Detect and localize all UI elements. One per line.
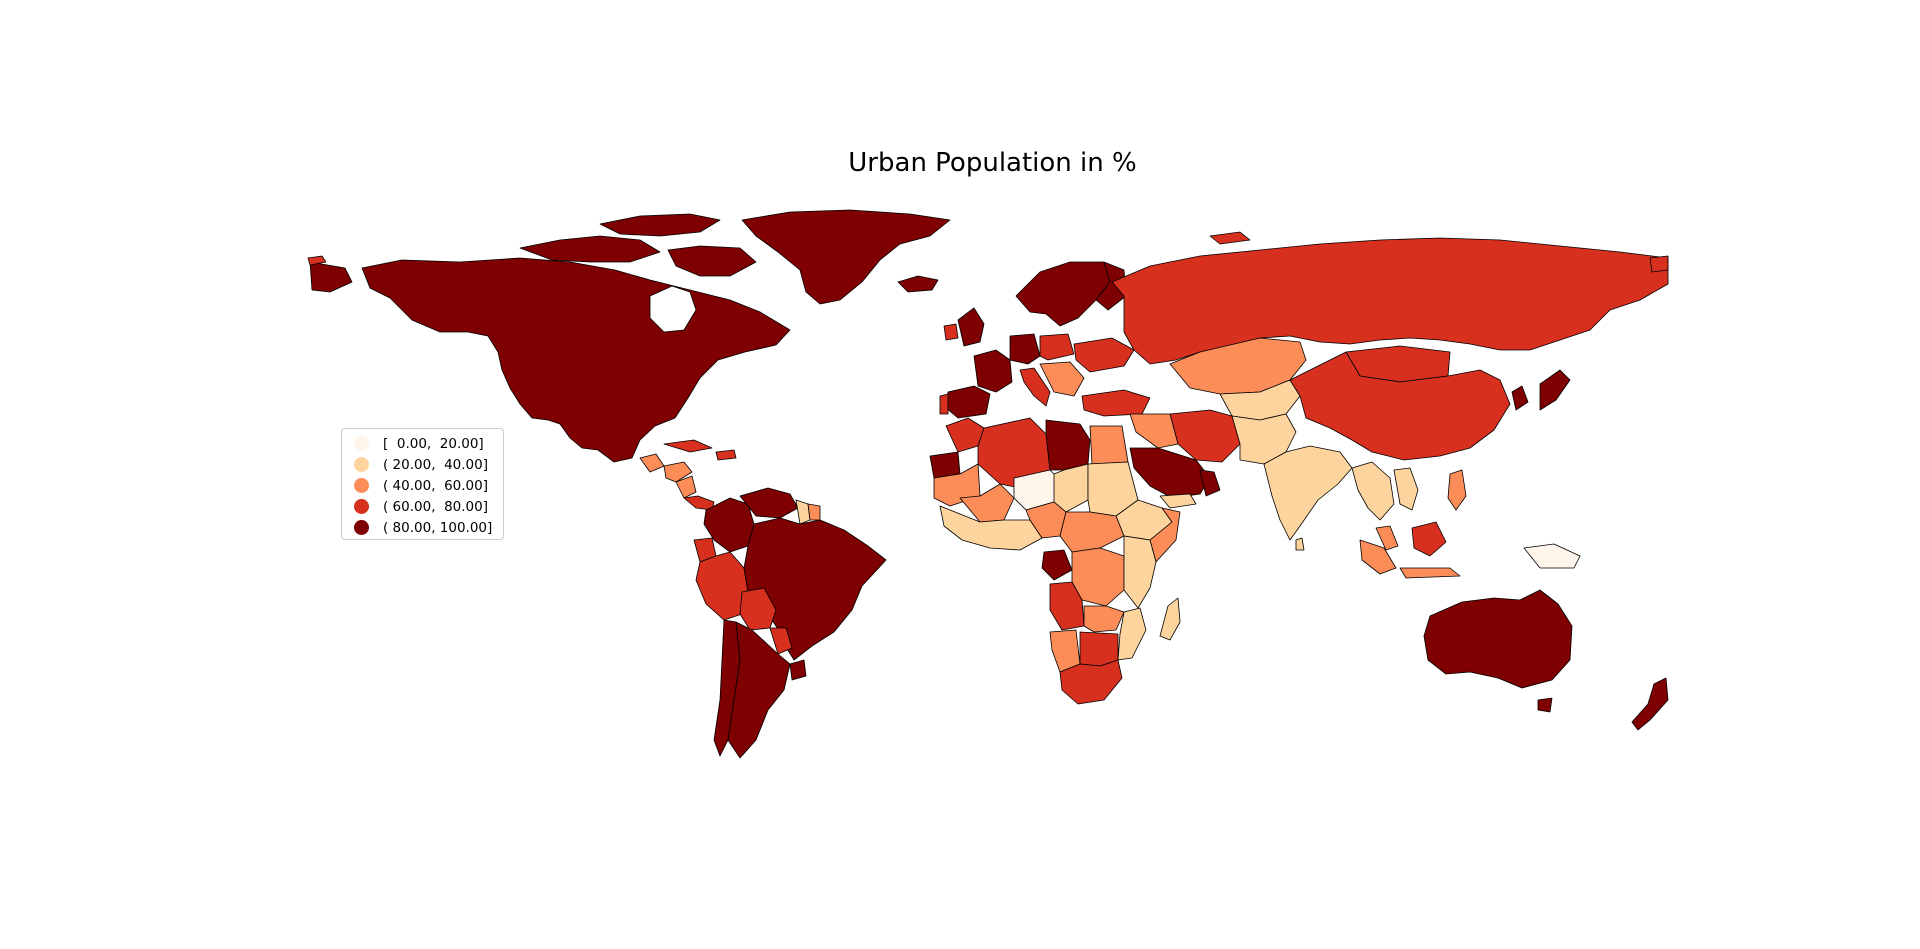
legend-label-3: ( 60.00, 80.00] [383,498,488,515]
region-borneo [1411,521,1447,557]
map-title: Urban Population in % [848,148,1137,178]
region-costa-rica-panama [683,495,715,511]
legend: [ 0.00, 20.00] ( 20.00, 40.00] ( 40.00, … [341,428,504,540]
region-malaysia [1375,525,1399,551]
region-sri-lanka [1295,537,1305,551]
region-new-guinea [1523,543,1581,569]
region-hispaniola [715,449,737,461]
region-nicaragua [675,475,697,499]
legend-swatch-4 [354,520,369,535]
region-indonesia [1359,539,1461,579]
region-italy [1019,367,1051,407]
region-philippines [1447,469,1467,511]
region-suriname [807,503,821,521]
region-western-sahara [929,451,961,479]
region-russia [1111,237,1669,365]
region-uk [957,307,985,347]
region-portugal [939,393,949,415]
region-brazil [743,517,887,661]
region-india [1263,445,1353,541]
region-argentina [727,621,791,759]
region-egypt [1089,425,1129,465]
region-kazakhstan [1169,337,1307,395]
region-new-zealand [1631,677,1669,731]
region-yemen [1159,493,1197,509]
region-guyana [795,499,811,525]
region-russia-east-edge [1649,255,1669,273]
legend-swatch-3 [354,499,369,514]
legend-item: [ 0.00, 20.00] [342,433,503,454]
legend-item: ( 60.00, 80.00] [342,496,503,517]
region-germany [1009,333,1041,365]
region-honduras [663,461,693,483]
legend-swatch-2 [354,478,369,493]
region-south-africa [1059,659,1123,705]
region-arctic-islands-1 [519,235,661,263]
region-arctic-islands-2 [599,213,721,237]
region-madagascar [1159,597,1181,641]
region-hudson-bay [649,285,697,333]
region-mozambique [1117,607,1147,661]
legend-item: ( 80.00, 100.00] [342,517,503,538]
region-balkans [1039,361,1085,397]
region-alaska-west [309,261,353,293]
region-australia [1423,589,1573,689]
region-zambia [1083,605,1125,633]
region-gabon-congo [1041,549,1073,581]
legend-swatch-0 [354,436,369,451]
region-greenland [741,209,951,305]
region-west-islets [307,255,327,266]
region-turkey [1081,389,1151,417]
region-tasmania [1537,697,1553,713]
legend-swatch-1 [354,457,369,472]
region-myanmar-thailand [1351,461,1395,521]
region-russia-north-islands [1209,231,1251,245]
region-finland [1095,261,1127,311]
region-poland [1039,333,1075,361]
region-scandinavia [1015,261,1111,327]
legend-item: ( 20.00, 40.00] [342,454,503,475]
region-france [973,349,1013,393]
region-iraq-syria [1129,413,1179,449]
region-oman [1199,469,1221,497]
region-china [1289,351,1511,461]
region-iran [1169,409,1241,463]
region-chad [1053,463,1089,513]
region-spain [945,385,991,419]
region-paraguay [769,627,793,655]
region-saudi-arabia [1129,447,1211,499]
legend-label-2: ( 40.00, 60.00] [383,477,488,494]
region-arctic-islands-3 [667,245,757,277]
region-east-africa [1123,535,1157,609]
region-iceland [897,275,939,293]
region-korea-japan [1511,369,1571,411]
region-vietnam-laos [1393,467,1419,511]
region-cameroon-car [1059,511,1125,553]
legend-label-4: ( 80.00, 100.00] [383,519,493,536]
region-botswana-zimbabwe [1079,631,1119,667]
region-ukraine [1073,337,1135,373]
legend-item: ( 40.00, 60.00] [342,475,503,496]
legend-label-1: ( 20.00, 40.00] [383,456,488,473]
region-ireland [943,323,959,341]
region-guatemala [639,453,665,473]
legend-label-0: [ 0.00, 20.00] [383,435,484,452]
region-west-africa [939,505,1043,551]
region-uruguay [789,659,807,681]
region-libya [1045,419,1091,471]
region-cuba [663,439,713,453]
